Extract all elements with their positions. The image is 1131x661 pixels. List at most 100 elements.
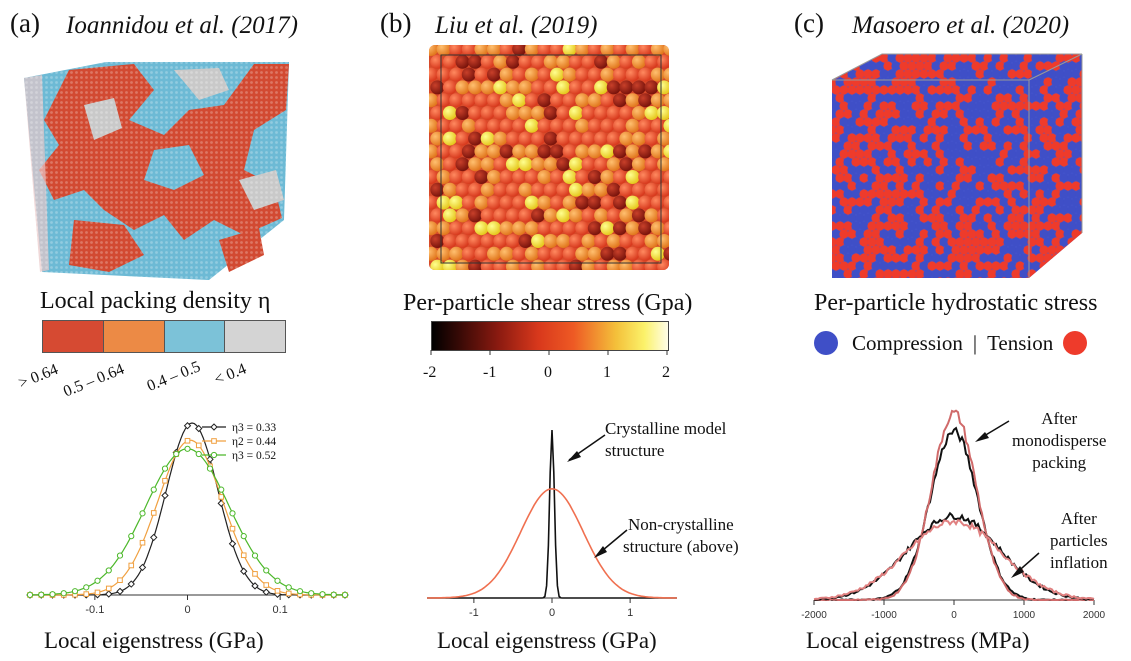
tension-particle: [875, 269, 885, 278]
particle: [499, 221, 514, 236]
tension-particle: [911, 54, 921, 63]
tension-particle: [879, 245, 889, 255]
compression-particle: [1011, 93, 1021, 103]
tension-particle: [1043, 141, 1053, 151]
tension-particle: [903, 69, 913, 79]
tension-particle: [903, 85, 913, 95]
particle: [663, 93, 669, 108]
compression-particle: [967, 181, 977, 191]
particle: [587, 144, 602, 159]
particle: [430, 259, 445, 270]
compression-particle: [943, 117, 953, 127]
tension-particle: [887, 245, 897, 255]
tension-particle: [1027, 237, 1037, 247]
tension-particle: [931, 237, 941, 247]
compression-particle: [851, 189, 861, 199]
compression-particle: [1047, 165, 1057, 175]
legend-marker: [211, 438, 217, 444]
particle: [442, 259, 457, 270]
particle: [430, 131, 445, 146]
particle: [644, 182, 659, 197]
tension-particle: [1059, 141, 1069, 151]
particle: [581, 157, 596, 172]
series-marker: [116, 552, 124, 559]
particle: [429, 221, 438, 236]
compression-particle: [1015, 245, 1025, 255]
compression-particle: [851, 173, 861, 183]
series-line: [814, 409, 1094, 602]
compression-particle: [931, 61, 941, 71]
tension-particle: [907, 61, 917, 71]
tension-particle: [1019, 54, 1029, 55]
tension-particle: [887, 213, 897, 223]
compression-particle: [819, 253, 828, 262]
tension-particle: [883, 157, 893, 167]
series-marker: [195, 424, 203, 433]
compression-particle: [832, 229, 841, 239]
tension-particle: [1011, 109, 1021, 119]
x-axis-title: Local eigenstress (GPa): [437, 628, 657, 653]
particle: [537, 67, 552, 82]
compression-particle: [975, 213, 985, 223]
compression-particle: [1071, 165, 1081, 175]
compression-particle: [955, 61, 965, 71]
tension-particle: [843, 77, 853, 87]
compression-particle: [875, 125, 885, 135]
arrowhead: [1011, 566, 1024, 578]
compression-particle: [1015, 54, 1025, 63]
compression-particle: [819, 109, 828, 118]
particle: [487, 45, 501, 56]
particle: [487, 67, 501, 82]
compression-particle: [1007, 54, 1017, 63]
tension-particle: [959, 213, 969, 223]
tension-particle: [935, 213, 945, 223]
tension-particle: [835, 157, 845, 167]
particle: [430, 234, 445, 248]
compression-particle: [955, 189, 965, 199]
compression-particle: [1075, 173, 1082, 183]
compression-particle: [859, 54, 869, 55]
compression-particle: [895, 261, 905, 271]
compression-particle: [891, 141, 901, 151]
compression-particle: [987, 125, 997, 135]
tension-particle: [1059, 54, 1069, 55]
legend-title: Per-particle hydrostatic stress: [814, 290, 1098, 316]
compression-particle: [1043, 109, 1053, 119]
compression-particle: [959, 85, 969, 95]
particle: [663, 67, 669, 82]
particle: [480, 157, 495, 172]
tension-particle: [883, 173, 893, 183]
compression-particle: [819, 141, 828, 150]
tension-particle: [891, 189, 901, 199]
tension-particle: [983, 245, 993, 255]
compression-particle: [1027, 109, 1037, 119]
particle: [613, 67, 627, 82]
particle: [461, 93, 476, 108]
tension-particle: [1035, 125, 1045, 135]
tension-particle: [819, 45, 828, 54]
tension-particle: [959, 229, 969, 239]
particle: [644, 234, 659, 248]
tension-particle: [943, 54, 953, 63]
particle: [568, 106, 583, 120]
compression-particle: [955, 125, 965, 135]
tension-particle: [907, 269, 917, 278]
particle: [613, 221, 627, 236]
compression-particle: [1059, 173, 1069, 183]
tension-particle: [1071, 277, 1081, 278]
compression-particle: [1031, 245, 1041, 255]
compression-particle: [1031, 85, 1041, 95]
compression-particle: [871, 197, 881, 207]
particle: [619, 259, 634, 270]
particle: [606, 157, 621, 172]
particle: [568, 182, 583, 197]
compression-particle: [895, 245, 905, 255]
compression-particle: [983, 181, 993, 191]
particle: [670, 132, 684, 146]
compression-particle: [931, 269, 941, 278]
particle: [663, 246, 669, 261]
compression-particle: [971, 109, 981, 119]
tension-particle: [975, 245, 985, 255]
tension-particle: [835, 109, 845, 119]
